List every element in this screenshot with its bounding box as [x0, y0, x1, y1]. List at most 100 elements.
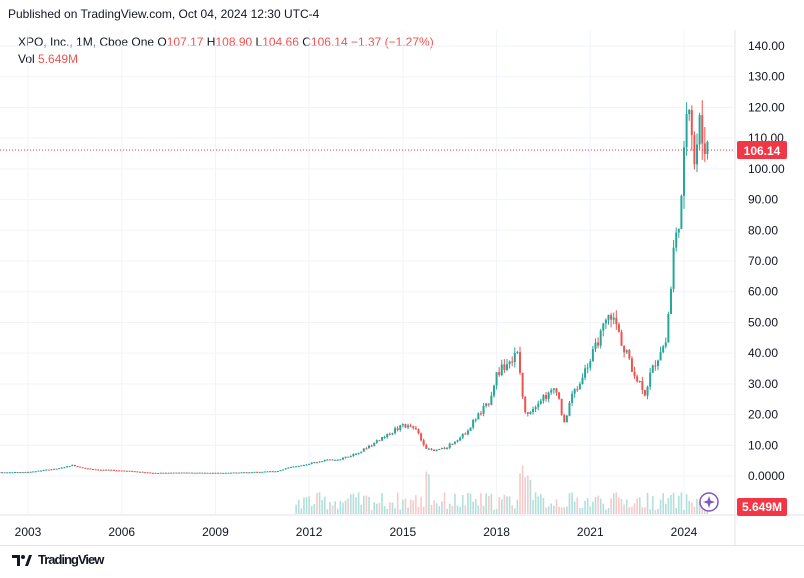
footer-brand[interactable]: TradingView [38, 552, 104, 567]
candle-body [584, 368, 587, 378]
candle-body [662, 346, 665, 353]
candle-body [8, 472, 11, 474]
volume-bar [558, 506, 560, 514]
candle-body [256, 471, 259, 473]
volume-bar [555, 499, 558, 514]
candle-body [469, 427, 472, 431]
candle-body [464, 433, 467, 435]
candle-body [349, 456, 352, 458]
price-chart[interactable]: 140.00130.00120.00110.00100.0090.0080.00… [0, 30, 804, 545]
legend-volume-row: Vol 5.649M [18, 51, 434, 68]
candle-body [105, 469, 108, 471]
candle-body [602, 323, 605, 331]
volume-bar [370, 509, 373, 514]
volume-bar [349, 494, 352, 514]
candle-body [224, 472, 227, 474]
x-tick-label: 2012 [296, 525, 323, 539]
legend-vol-label: Vol [18, 52, 35, 66]
volume-bar [513, 508, 516, 514]
candle-body [170, 472, 173, 474]
volume-bar [680, 492, 683, 514]
legend-high-label: H [206, 35, 216, 49]
volume-bar [336, 508, 339, 514]
volume-bar [373, 502, 376, 514]
volume-bar [649, 509, 651, 514]
volume-bar [581, 508, 584, 514]
volume-bar [381, 492, 383, 514]
candle-body [485, 403, 488, 406]
candle-body [490, 395, 493, 405]
volume-bar [326, 509, 329, 514]
candle-body [305, 464, 308, 466]
volume-bar [443, 492, 446, 514]
candle-body [417, 429, 420, 434]
candle-body [209, 472, 212, 474]
volume-bar [547, 506, 550, 514]
volume-bar [407, 507, 409, 514]
candle-body [651, 365, 654, 373]
volume-bar [461, 495, 464, 514]
volume-bar [553, 505, 555, 514]
candle-body [89, 468, 92, 470]
candle-body [571, 393, 574, 403]
candle-body [71, 464, 74, 467]
volume-bar [399, 509, 402, 514]
candle-body [477, 413, 480, 420]
volume-bar [305, 497, 308, 514]
candle-body [355, 453, 357, 455]
candle-body [505, 364, 508, 370]
volume-tag [737, 498, 787, 516]
volume-bar [456, 505, 459, 514]
candle-body [667, 313, 670, 343]
candle-body [433, 449, 436, 452]
candle-body [136, 471, 139, 473]
volume-bar [615, 492, 618, 514]
volume-bar [321, 499, 323, 514]
candle-body [261, 471, 264, 473]
volume-bar [540, 494, 542, 514]
candle-body [547, 392, 550, 399]
candle-body [214, 472, 217, 474]
candle-body [60, 467, 63, 469]
last-price-tag [737, 140, 787, 159]
volume-bar [659, 499, 662, 514]
volume-bar [542, 498, 545, 514]
chart-area[interactable]: 140.00 130.00 120.00 110.00 100.00 90.00 80.00… [0, 30, 804, 545]
candle-body [568, 402, 571, 416]
volume-bar [495, 509, 498, 514]
candle-body [659, 352, 662, 361]
volume-bar [300, 508, 303, 514]
volume-bar [474, 499, 477, 514]
volume-bar [417, 506, 420, 514]
volume-bar [446, 508, 448, 514]
candle-body [529, 412, 532, 414]
volume-bar [318, 492, 321, 514]
candle-body [19, 472, 22, 474]
y-tick-label: 130.00 [748, 70, 785, 84]
candle-body [175, 472, 178, 474]
candle-body [646, 386, 649, 396]
candle-body [222, 472, 225, 474]
volume-bar [623, 504, 625, 514]
candle-body [250, 472, 253, 474]
candle-body [162, 472, 165, 474]
volume-bar [644, 507, 646, 514]
candle-body [344, 456, 347, 458]
candle-body [217, 472, 220, 474]
volume-bar [696, 498, 698, 514]
volume-bar [568, 493, 571, 514]
candle-body [576, 389, 579, 391]
volume-bar [409, 499, 412, 514]
candle-body [211, 472, 214, 474]
y-tick-label: 30.00 [748, 377, 778, 391]
volume-bar [641, 507, 644, 514]
volume-bar [599, 498, 602, 514]
volume-bar [339, 500, 342, 514]
candle-body [623, 345, 626, 353]
candle-body [76, 466, 79, 468]
volume-bar [521, 465, 524, 514]
candle-body [607, 314, 610, 320]
volume-bar [391, 502, 394, 514]
candle-body [125, 470, 128, 472]
candle-body [352, 453, 355, 457]
